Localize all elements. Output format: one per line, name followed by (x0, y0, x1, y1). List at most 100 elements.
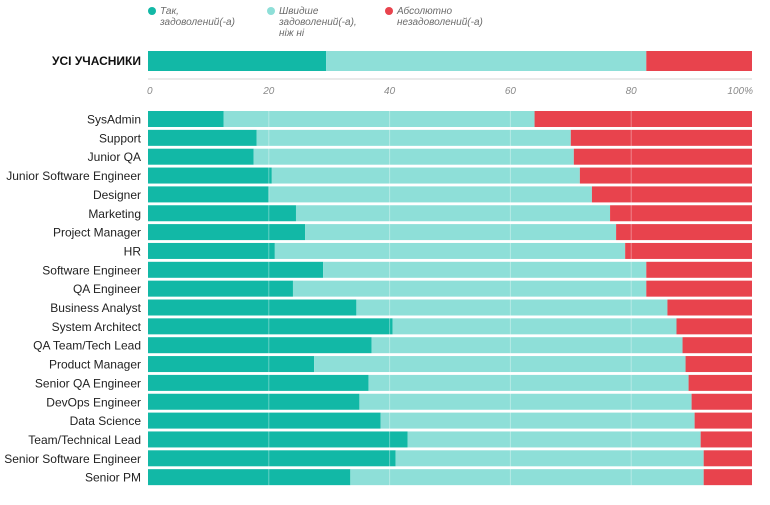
legend-marker-no (385, 7, 393, 15)
bar-rather-0 (223, 111, 535, 127)
bar-no-7 (625, 242, 752, 259)
category-label: Support (99, 131, 142, 145)
bar-no-16 (694, 412, 752, 429)
bar-yes-3 (148, 167, 272, 184)
category-label: Software Engineer (42, 263, 141, 277)
bar-yes-16 (148, 412, 381, 429)
bar-no-6 (616, 224, 752, 241)
bar-no-10 (667, 299, 752, 316)
bar-yes-12 (148, 337, 372, 354)
bar-no-17 (700, 431, 752, 448)
bar-no-9 (646, 280, 752, 297)
legend-label-yes: Так, (160, 6, 179, 17)
legend-marker-rather (267, 7, 275, 15)
bar-rather-9 (292, 280, 647, 297)
bar-yes-1 (148, 129, 257, 146)
legend-label-rather: задоволений(-а), (278, 17, 357, 28)
category-label: Senior QA Engineer (35, 376, 141, 390)
category-label: Junior Software Engineer (6, 169, 141, 183)
bar-rather-18 (395, 450, 704, 467)
tick-label-100%: 100% (727, 86, 753, 97)
bar-rather-1 (256, 129, 571, 146)
bar-yes-6 (148, 224, 306, 241)
bar-yes-13 (148, 356, 315, 373)
bar-rather-14 (368, 374, 689, 391)
category-label: HR (124, 244, 142, 258)
bar-rather-15 (359, 393, 692, 410)
bar-no-18 (703, 450, 752, 467)
category-label: DevOps Engineer (46, 395, 141, 409)
category-label: Junior QA (88, 150, 141, 164)
bar-rather-19 (350, 469, 704, 486)
summary-label: УСІ УЧАСНИКИ (52, 54, 141, 68)
category-label: Marketing (88, 207, 141, 221)
category-label: QA Engineer (73, 282, 141, 296)
category-label: Team/Technical Lead (28, 433, 141, 447)
bar-no-4 (591, 186, 752, 203)
category-label: System Architect (52, 320, 142, 334)
bar-yes-0 (148, 111, 224, 127)
bar-no-2 (573, 148, 752, 165)
bar-rather-8 (323, 261, 647, 278)
bar-rather-2 (253, 148, 574, 165)
bar-no-5 (610, 205, 752, 222)
legend-marker-yes (148, 7, 156, 15)
legend-label-rather: Швидше (279, 6, 319, 17)
bar-no-19 (703, 469, 752, 486)
tick-label-40: 40 (384, 86, 396, 97)
bar-rather-10 (356, 299, 668, 316)
tick-label-0: 0 (147, 86, 153, 97)
bar-yes-7 (148, 242, 275, 259)
bar-rather-5 (295, 205, 611, 222)
summary-bar-yes (148, 51, 327, 71)
bar-no-0 (534, 111, 752, 127)
bar-no-8 (646, 261, 752, 278)
category-label: Designer (93, 188, 141, 202)
bar-no-11 (676, 318, 752, 335)
legend-label-rather: ніж ні (279, 28, 305, 39)
category-label: QA Team/Tech Lead (33, 339, 141, 353)
bar-rather-12 (371, 337, 683, 354)
bar-rather-16 (380, 412, 695, 429)
bar-rather-7 (274, 242, 626, 259)
bar-rather-4 (268, 186, 592, 203)
tick-label-60: 60 (505, 86, 517, 97)
bar-yes-15 (148, 393, 360, 410)
bar-yes-4 (148, 186, 269, 203)
bar-yes-14 (148, 374, 369, 391)
category-label: Data Science (70, 414, 142, 428)
bar-yes-10 (148, 299, 357, 316)
tick-label-80: 80 (626, 86, 638, 97)
bar-rather-11 (392, 318, 677, 335)
bar-no-12 (682, 337, 752, 354)
bar-yes-11 (148, 318, 393, 335)
bar-rather-13 (314, 356, 686, 373)
category-label: Product Manager (49, 358, 141, 372)
bar-no-3 (579, 167, 752, 184)
bar-rather-6 (305, 224, 617, 241)
legend-label-no: Абсолютно (396, 5, 453, 17)
category-label: SysAdmin (87, 113, 141, 127)
bar-yes-8 (148, 261, 324, 278)
category-label: Project Manager (53, 226, 141, 240)
bar-yes-18 (148, 450, 396, 467)
bar-no-14 (688, 374, 752, 391)
category-label: Senior Software Engineer (4, 452, 141, 466)
bar-no-15 (691, 393, 752, 410)
bar-yes-5 (148, 205, 296, 222)
category-label: Business Analyst (50, 301, 141, 315)
bar-rather-17 (407, 431, 701, 448)
bar-no-13 (685, 356, 752, 373)
bar-no-1 (570, 129, 752, 146)
bar-yes-17 (148, 431, 408, 448)
bar-yes-2 (148, 148, 254, 165)
summary-bar-rather (326, 51, 647, 71)
bar-yes-19 (148, 469, 351, 486)
bar-yes-9 (148, 280, 293, 297)
bar-rather-3 (271, 167, 580, 184)
legend-label-yes: задоволений(-а) (159, 17, 235, 28)
legend-label-no: незадоволений(-а) (397, 17, 483, 28)
tick-label-20: 20 (262, 86, 275, 97)
